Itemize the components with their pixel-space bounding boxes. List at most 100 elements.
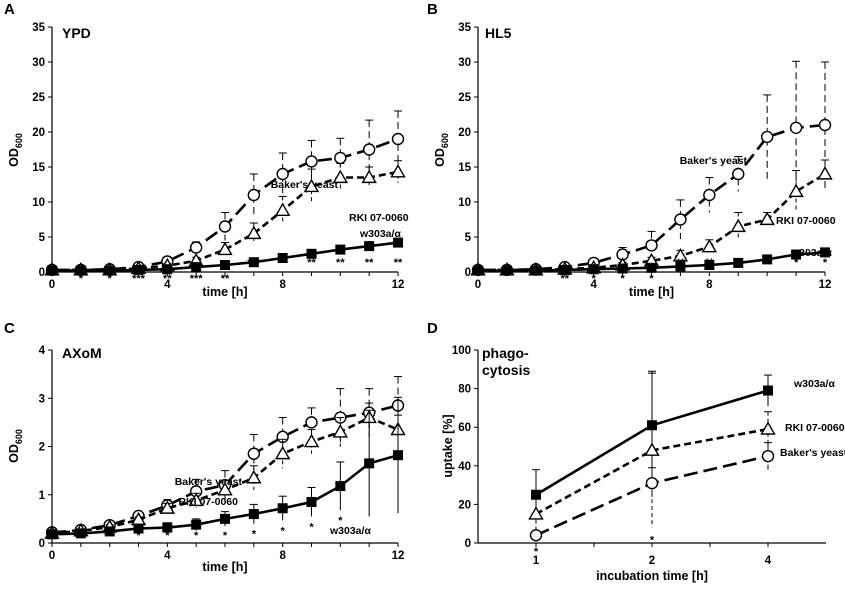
significance-marker: ** [676, 257, 685, 269]
data-point [361, 169, 377, 184]
data-point [364, 241, 375, 252]
data-point [761, 449, 775, 463]
data-point [733, 257, 744, 268]
data-point [246, 469, 262, 484]
data-point [617, 263, 628, 274]
y-axis-title: uptake [%] [441, 414, 455, 477]
data-point [559, 264, 570, 275]
data-point [335, 481, 346, 492]
y-axis-title: OD600 [433, 133, 450, 167]
data-point [473, 265, 483, 276]
y-tick-label: 15 [32, 162, 45, 174]
series-label: w303a/α [790, 247, 832, 259]
panel-letter-c: C [4, 320, 15, 337]
significance-marker: * [649, 273, 654, 285]
panel-title-d: phago- [482, 345, 529, 361]
data-point [133, 264, 144, 275]
data-point [276, 167, 289, 181]
series-label: Baker's yeast [780, 447, 845, 459]
y-tick-label: 0 [39, 267, 45, 279]
data-point [306, 496, 317, 507]
significance-marker: ** [763, 257, 772, 269]
data-point [274, 202, 291, 216]
data-point [390, 163, 406, 178]
data-point [47, 529, 57, 540]
y-tick-label: 5 [39, 232, 46, 244]
y-tick-label: 20 [458, 499, 471, 511]
x-axis-title: time [h] [629, 285, 674, 299]
significance-marker: * [108, 530, 113, 542]
data-point [818, 118, 832, 132]
data-point [762, 254, 773, 265]
data-point [817, 166, 833, 180]
y-tick-label: 40 [458, 461, 471, 473]
x-tick-label: 4 [765, 555, 772, 567]
series-circle: Baker's yeast [529, 442, 845, 542]
significance-marker: *** [247, 257, 261, 269]
data-point [303, 433, 320, 448]
x-tick-label: 8 [279, 279, 286, 291]
series-label: w303a/α [329, 525, 371, 537]
data-point [701, 238, 718, 253]
data-point [104, 265, 115, 276]
data-point [305, 416, 318, 429]
data-point [220, 513, 230, 524]
chart-panel-b: 0 5 10 15 20 25 30 35 0 4 8 12 time [h] OD600 Baker's … [433, 22, 836, 299]
y-tick-label: 0 [465, 538, 471, 550]
significance-marker: * [823, 257, 828, 269]
x-tick-label: 0 [475, 279, 481, 291]
data-point [162, 522, 173, 533]
significance-marker: * [194, 530, 199, 542]
panel-letter-b: B [427, 1, 438, 18]
x-tick-label: 4 [164, 550, 171, 562]
x-tick-label: 0 [49, 550, 55, 562]
panel-title-a: YPD [62, 25, 91, 41]
data-point [246, 225, 262, 240]
significance-marker: ** [336, 257, 345, 269]
significance-marker: * [281, 525, 286, 537]
data-point [306, 248, 317, 259]
data-point [217, 241, 233, 256]
panel-title-c: AXoM [62, 345, 102, 361]
y-tick-label: 60 [458, 422, 471, 434]
data-point [332, 169, 349, 184]
data-point [248, 509, 259, 520]
series-square: w303a/α [47, 396, 403, 540]
data-point [730, 218, 746, 233]
series-label: Baker's yeast [680, 155, 748, 167]
y-tick-label: 0 [465, 267, 471, 279]
data-point [248, 257, 259, 268]
data-point [675, 261, 686, 272]
data-point [820, 247, 830, 258]
data-point [788, 183, 804, 198]
significance-marker: ** [734, 257, 743, 269]
panel-title-b: HL5 [485, 25, 512, 41]
data-point [362, 143, 376, 156]
y-tick-label: 25 [32, 92, 45, 104]
y-tick-label: 5 [465, 232, 472, 244]
data-point [646, 262, 657, 273]
data-point [732, 167, 745, 181]
significance-marker: * [108, 273, 113, 285]
data-point [191, 262, 202, 273]
significance-marker: * [794, 257, 799, 269]
panel-letter-d: D [427, 320, 438, 337]
data-point [191, 519, 202, 530]
data-point [391, 132, 405, 146]
x-tick-label: 12 [392, 279, 405, 291]
series-label: RKI 07-0060 [178, 496, 238, 508]
chart-panel-d: 0 20 40 60 80 100 1 2 4 incubation time [h] uptake… [441, 345, 845, 583]
data-point [703, 188, 716, 202]
data-point [531, 489, 541, 500]
series-label: RKI 07-0060 [785, 422, 845, 434]
x-tick-label: 12 [819, 279, 832, 291]
y-tick-label: 30 [458, 57, 471, 69]
data-point [305, 155, 318, 168]
data-point [159, 500, 176, 514]
data-point [393, 450, 403, 461]
y-tick-label: 10 [32, 197, 45, 209]
significance-marker: * [136, 530, 141, 542]
data-point [791, 249, 802, 260]
data-point [763, 385, 773, 396]
data-point [528, 506, 544, 520]
